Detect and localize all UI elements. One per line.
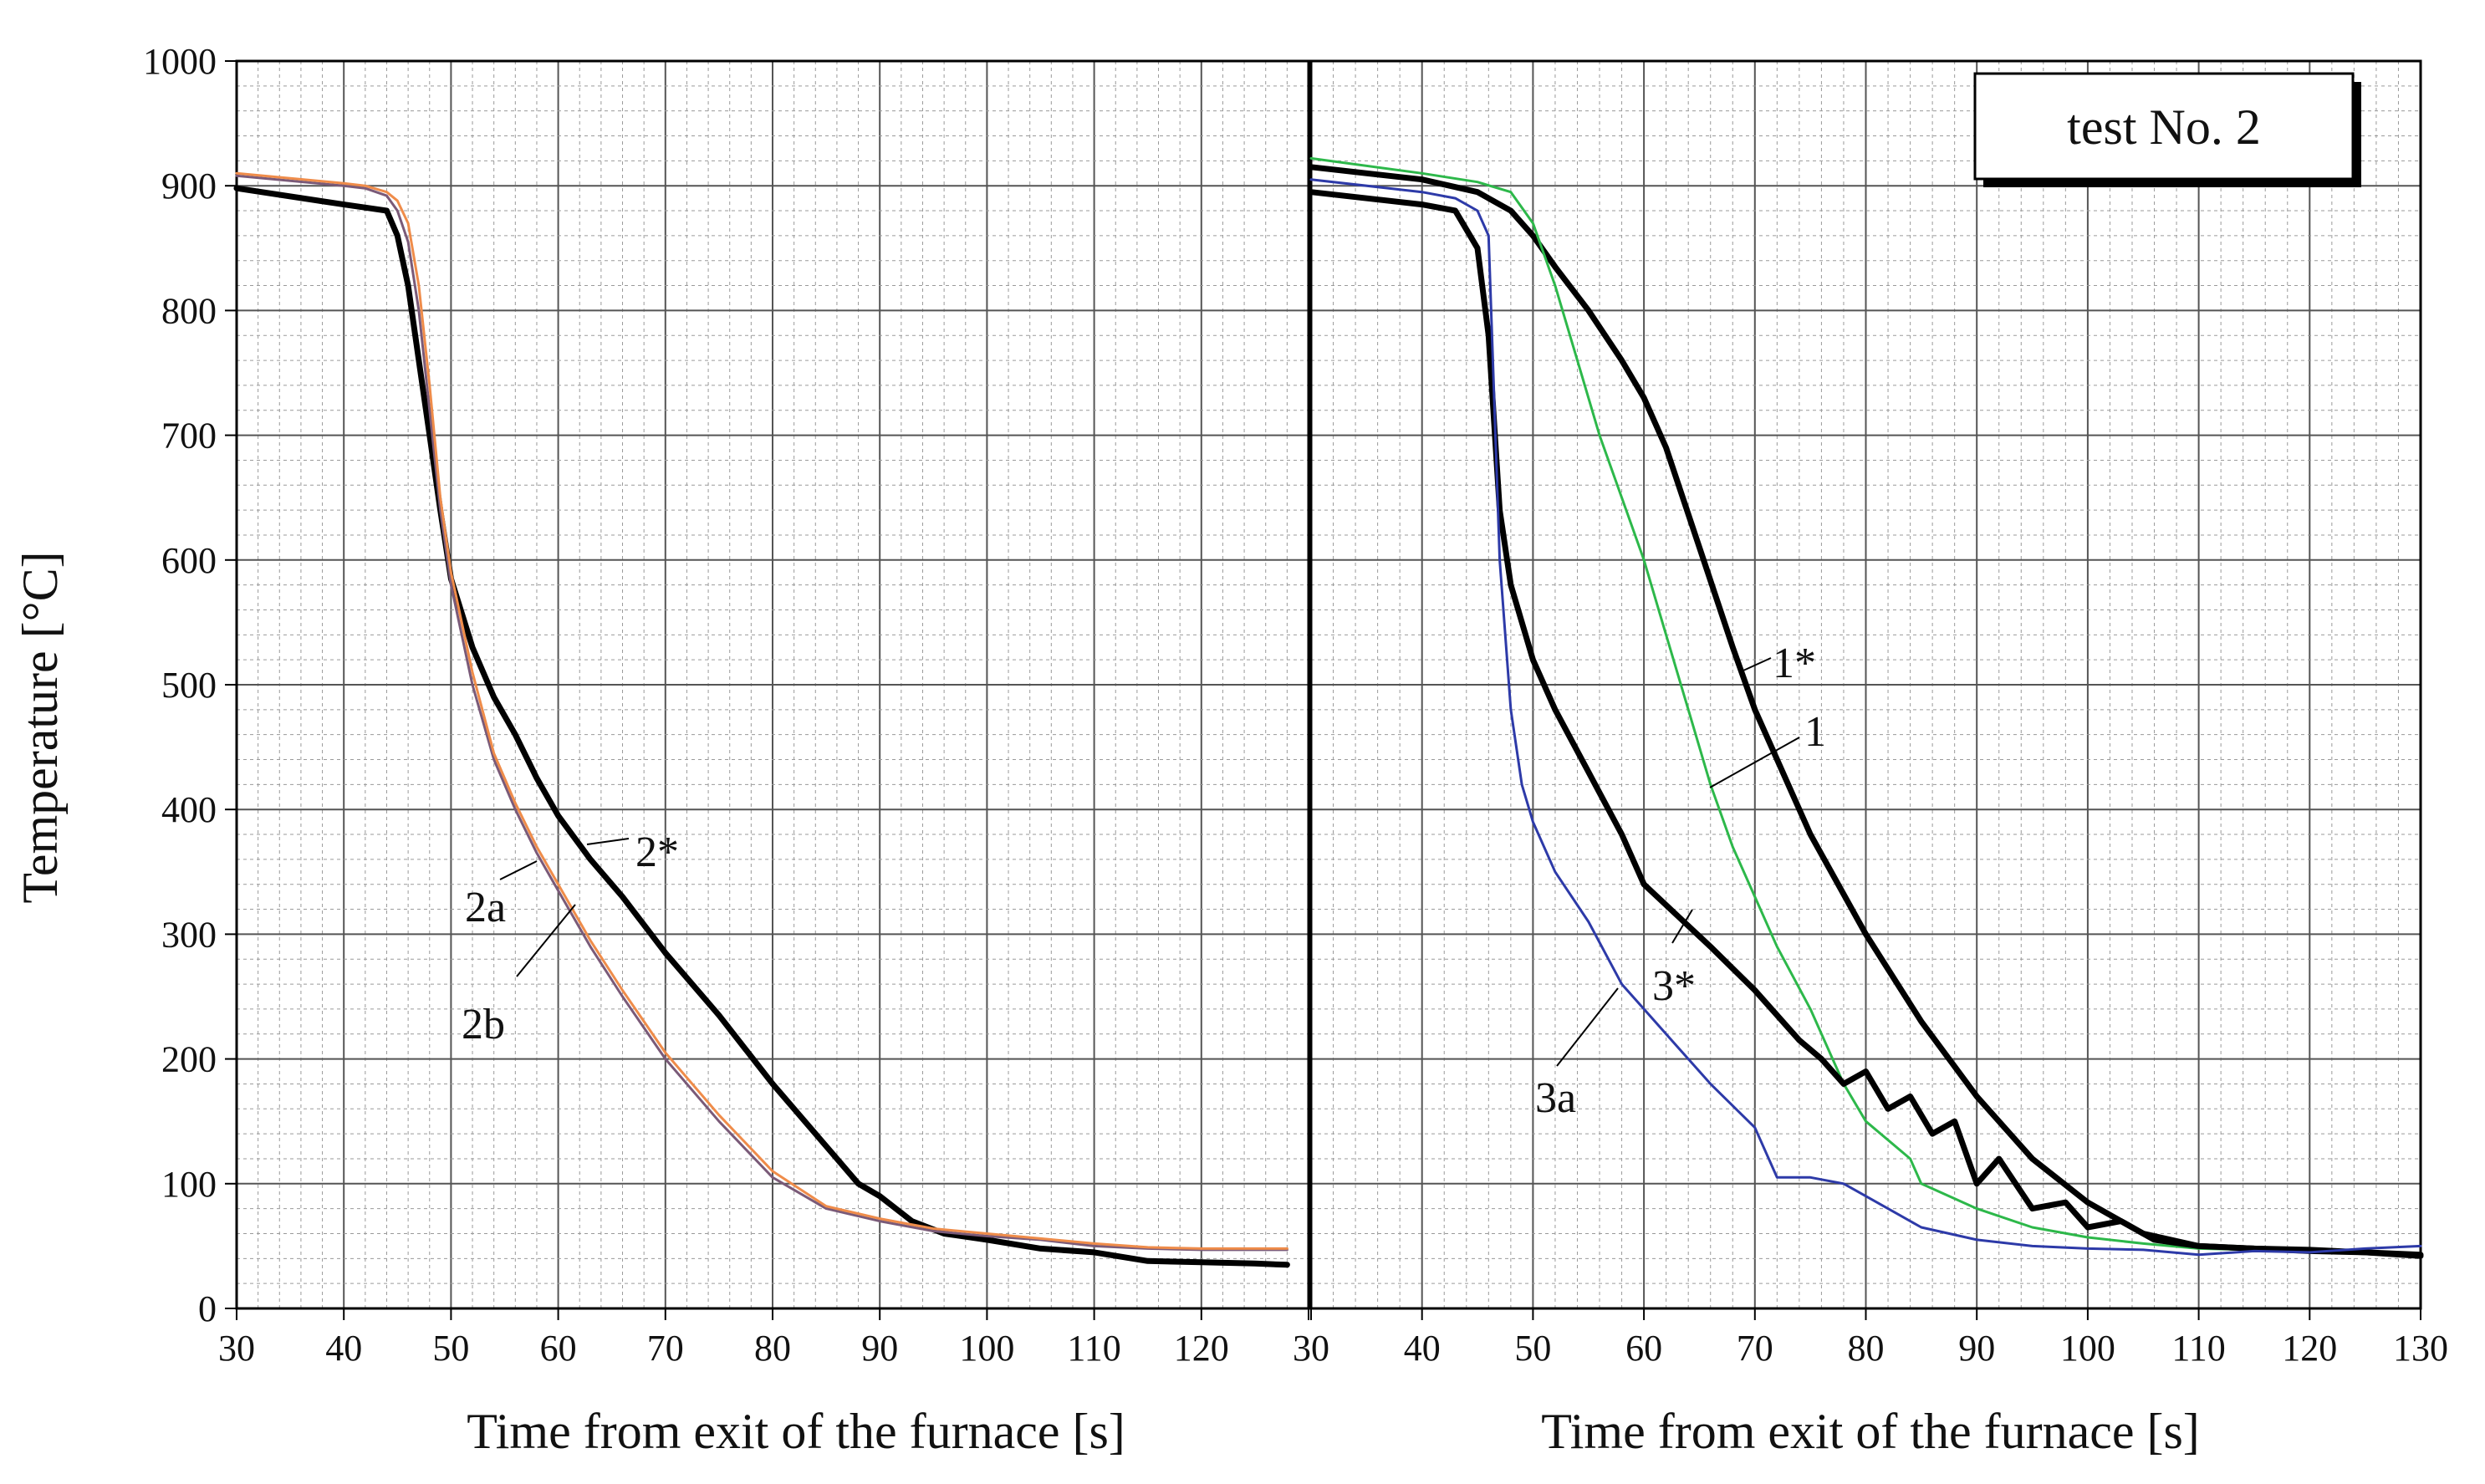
x-tick-label: 50 [432,1328,469,1369]
y-tick-label: 500 [161,665,217,706]
series-line-2a [235,174,1288,1252]
y-tick-label: 300 [161,914,217,955]
curve-label-2star: 2* [635,829,679,876]
curve-label-3a: 3a [1535,1074,1576,1122]
y-tick-label: 1000 [143,41,217,82]
x-tick-label: 50 [1514,1328,1551,1369]
x-tick-label: 120 [2282,1328,2337,1369]
series-line-2star [233,185,1290,1268]
annotation-leader-3a [1556,987,1619,1067]
x-tick-label: 70 [1737,1328,1773,1369]
x-tick-label: 30 [218,1328,255,1369]
curve-label-2b: 2b [462,1001,505,1048]
annotation-leader-1 [1709,737,1800,788]
series-line-3star [1308,189,2424,1258]
x-tick-label: 110 [2171,1328,2225,1369]
left-panel-ticks: 30 40 50 60 70 80 90 100 110 120 0 100 200 300 400 500 6… [143,41,1309,1369]
annotation-2star: 2* [586,829,679,876]
annotation-leader-1star [1743,657,1772,671]
curve-label-1star: 1* [1773,640,1816,687]
x-tick-label: 110 [1067,1328,1120,1369]
x-tick-label: 120 [1174,1328,1229,1369]
series-line-2b [235,171,1288,1250]
annotation-1star: 1* [1743,640,1816,687]
y-tick-label: 400 [161,789,217,830]
legend-box-frame [1973,72,2355,181]
x-tick-label: 90 [1958,1328,1995,1369]
left-panel-series [233,171,1290,1268]
x-tick-label: 130 [2393,1328,2448,1369]
legend-box: test No. 2 [1973,72,2361,187]
x-tick-label: 100 [959,1328,1014,1369]
curve-label-2a: 2a [465,884,506,931]
annotation-leader-2a [499,860,538,880]
annotation-2b: 2b [462,904,576,1048]
curve-label-1: 1 [1804,708,1826,756]
x-tick-label: 100 [2060,1328,2115,1369]
y-axis-title: Temperature [°C] [13,551,68,903]
y-tick-label: 100 [161,1164,217,1205]
series-line-3a [1309,178,2422,1257]
x-tick-label: 40 [1404,1328,1441,1369]
y-tick-label: 600 [161,540,217,581]
annotation-leader-2b [516,904,576,977]
left-x-axis-title: Time from exit of the furnace [s] [467,1404,1125,1459]
y-tick-label: 0 [198,1288,217,1329]
y-tick-label: 200 [161,1039,217,1080]
x-tick-label: 80 [1848,1328,1885,1369]
left-panel: 30 40 50 60 70 80 90 100 110 120 0 100 200 300 400 500 6… [13,41,1310,1459]
curve-label-3star: 3* [1652,962,1696,1010]
y-tick-label: 900 [161,166,217,207]
x-tick-label: 30 [1293,1328,1329,1369]
annotation-3star: 3* [1652,909,1696,1010]
y-tick-label: 800 [161,290,217,331]
x-tick-label: 60 [540,1328,577,1369]
annotation-2a: 2a [465,860,538,931]
x-tick-label: 40 [325,1328,362,1369]
right-panel-grid [1310,60,2421,1309]
right-panel-ticks: 30 40 50 60 70 80 90 100 110 120 130 [1293,1308,2448,1369]
right-panel-series [1308,156,2424,1259]
annotation-leader-3star [1671,909,1693,944]
series-line-1 [1309,156,2422,1257]
x-tick-label: 60 [1625,1328,1662,1369]
test-label: test No. 2 [2067,99,2261,155]
x-tick-label: 90 [861,1328,898,1369]
annotation-leader-2star [586,838,630,845]
y-tick-label: 700 [161,416,217,456]
right-panel: 30 40 50 60 70 80 90 100 110 120 130 Time from exi… [1293,59,2448,1459]
annotation-1: 1 [1709,708,1826,788]
right-x-axis-title: Time from exit of the furnace [s] [1541,1404,2200,1459]
x-tick-label: 70 [647,1328,684,1369]
annotation-3a: 3a [1535,987,1619,1122]
x-tick-label: 80 [754,1328,791,1369]
